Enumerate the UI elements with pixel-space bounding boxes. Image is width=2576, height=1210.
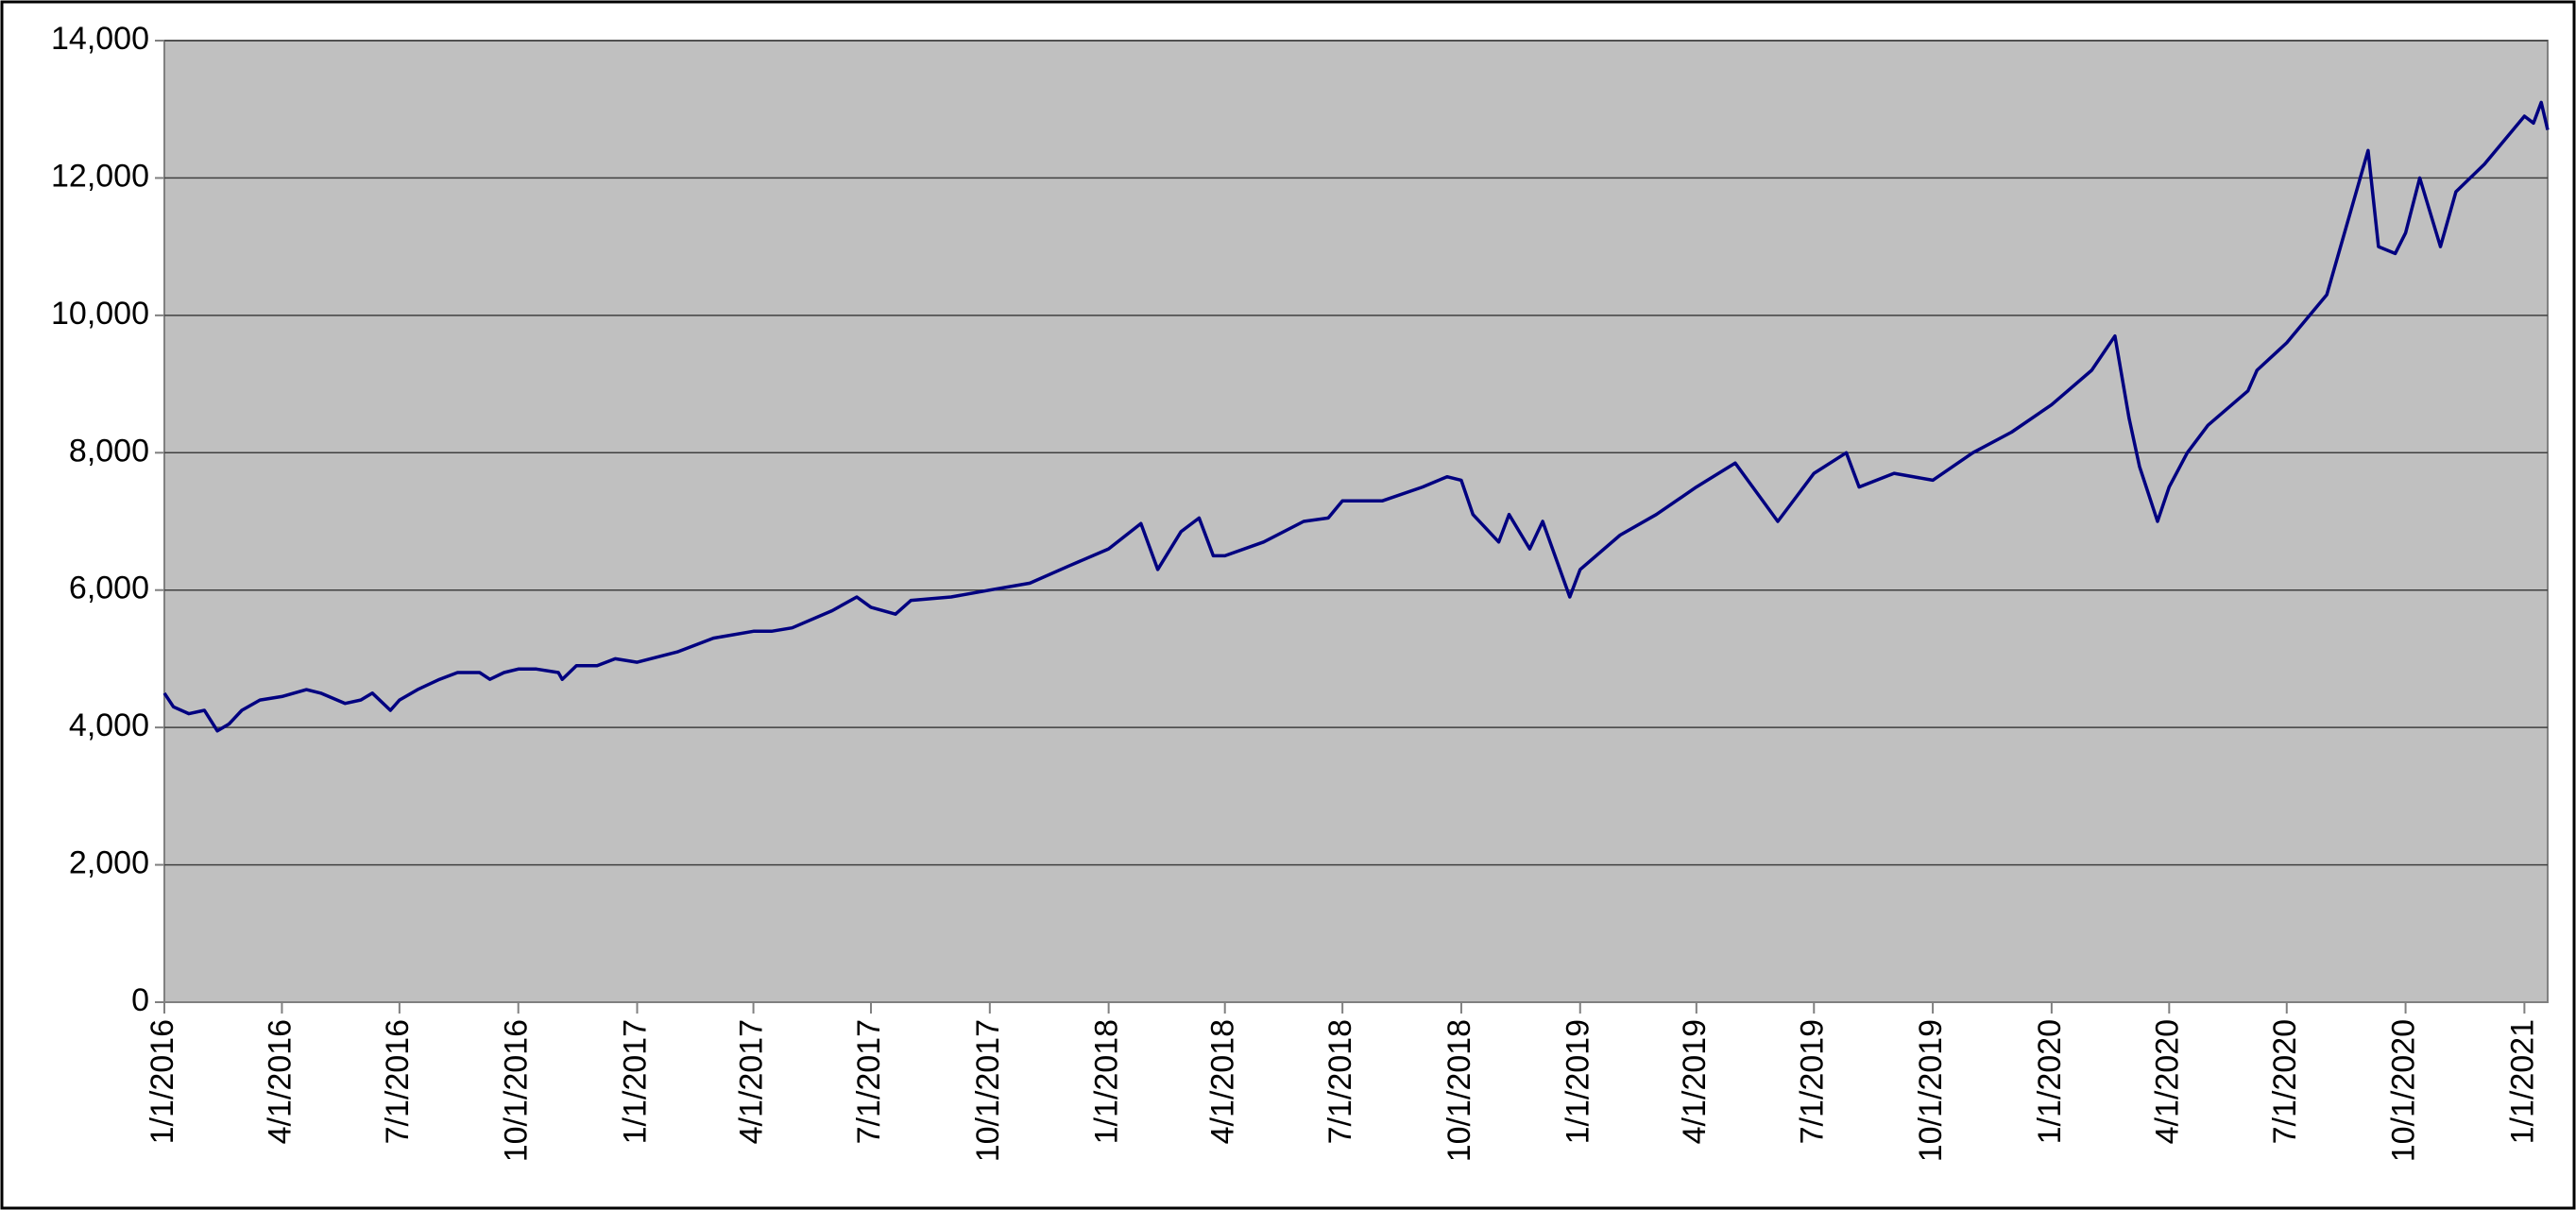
y-tick-label: 10,000 [51, 296, 149, 332]
plot-area [163, 40, 2549, 1003]
x-tick-label: 7/1/2017 [851, 1019, 887, 1144]
x-tick-label: 7/1/2020 [2267, 1019, 2303, 1144]
x-tick-label: 4/1/2016 [262, 1019, 298, 1144]
x-tick-label: 10/1/2019 [1913, 1019, 1949, 1162]
x-tick-label: 10/1/2020 [2386, 1019, 2422, 1162]
data-line [162, 100, 2550, 733]
x-tick-label: 10/1/2017 [970, 1019, 1006, 1162]
y-tick-label: 12,000 [51, 158, 149, 194]
x-tick-label: 1/1/2021 [2504, 1019, 2540, 1144]
y-tick-label: 8,000 [69, 433, 149, 469]
x-tick-label: 10/1/2016 [499, 1019, 535, 1162]
x-tick-label: 1/1/2016 [145, 1019, 180, 1144]
x-tick-label: 4/1/2018 [1205, 1019, 1241, 1144]
y-tick-label: 14,000 [51, 21, 149, 57]
x-tick-label: 1/1/2018 [1089, 1019, 1125, 1144]
x-tick-label: 1/1/2020 [2032, 1019, 2068, 1144]
x-tick-label: 4/1/2020 [2149, 1019, 2185, 1144]
y-tick-label: 6,000 [69, 571, 149, 606]
x-tick-label: 7/1/2019 [1794, 1019, 1830, 1144]
x-tick-label: 4/1/2017 [734, 1019, 770, 1144]
x-tick-label: 7/1/2018 [1322, 1019, 1358, 1144]
y-tick-label: 4,000 [69, 707, 149, 743]
x-tick-label: 7/1/2016 [380, 1019, 416, 1144]
y-tick-label: 0 [131, 982, 149, 1018]
x-tick-label: 1/1/2017 [617, 1019, 653, 1144]
x-tick-label: 10/1/2018 [1442, 1019, 1477, 1162]
y-tick-label: 2,000 [69, 845, 149, 881]
x-tick-label: 4/1/2019 [1677, 1019, 1713, 1144]
x-tick-label: 1/1/2019 [1561, 1019, 1596, 1144]
